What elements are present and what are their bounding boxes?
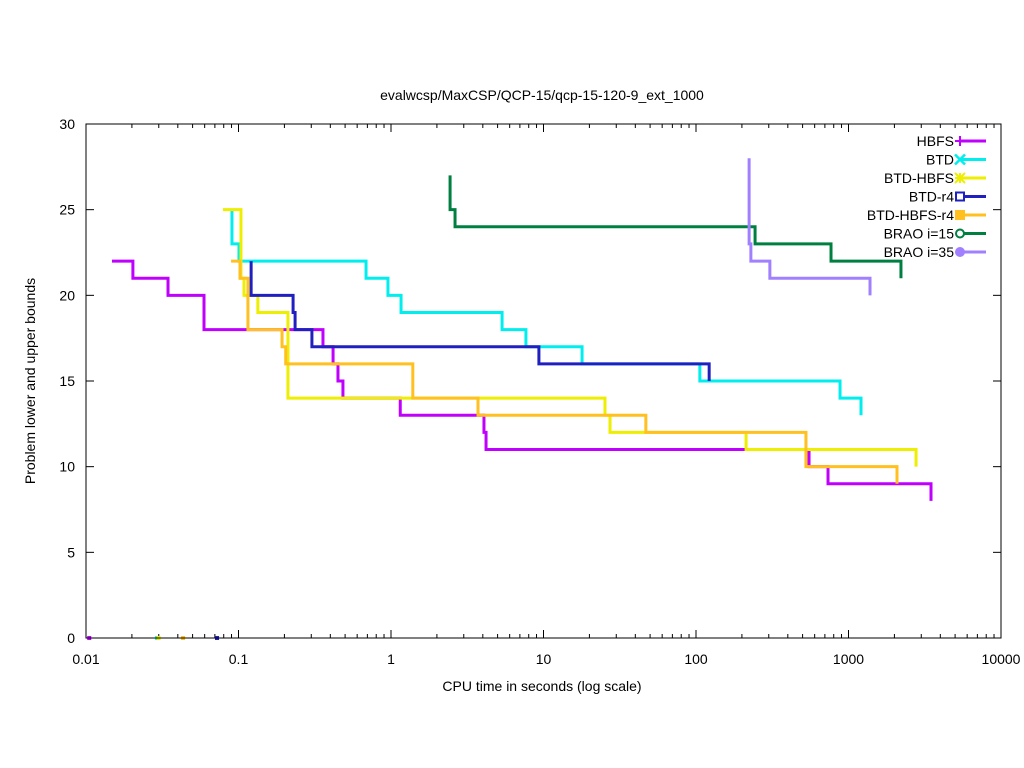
y-tick-label: 5 [67, 544, 75, 560]
x-tick-label: 0.01 [72, 651, 99, 667]
legend-label-btd-r4: BTD-r4 [909, 189, 954, 205]
legend-marker-cross-icon [954, 153, 966, 166]
series-group [87, 158, 933, 640]
y-tick-label: 30 [59, 116, 75, 132]
legend-marker-filled-square-icon [955, 210, 965, 220]
legend: HBFS BTD BTD-HBFS BTD-r4 BTD-HBFS-r4 BRAO i=1… [867, 133, 986, 260]
legend-label-brao-i-35: BRAO i=35 [884, 244, 955, 260]
x-tick-label: 1000 [833, 651, 864, 667]
x-tick-label: 0.1 [229, 651, 249, 667]
y-axis-label: Problem lower and upper bounds [22, 278, 38, 484]
plot-frame [85, 123, 1002, 639]
x-tick-label: 10000 [982, 651, 1021, 667]
legend-marker-filled-circle-icon [955, 247, 965, 257]
x-tick-label: 100 [684, 651, 708, 667]
x-tick-label: 1 [387, 651, 395, 667]
series-line-btd-r4 [249, 261, 711, 381]
series-line-brao-i-15 [448, 175, 903, 279]
legend-marker-square-icon [955, 191, 965, 202]
axis-ticks: 0 5 10 15 20 25 30 0.01 0.1 1 10 100 1000 10000 [59, 116, 1020, 667]
x-tick-label: 10 [536, 651, 552, 667]
y-tick-label: 25 [59, 202, 75, 218]
legend-marker-star-icon [954, 172, 966, 184]
y-tick-label: 10 [59, 459, 75, 475]
series-line-btd [230, 209, 863, 416]
legend-label-btd-hbfs: BTD-HBFS [884, 170, 954, 186]
legend-marker-circle-icon [955, 228, 965, 239]
legend-label-btd: BTD [926, 152, 954, 168]
series-line-hbfs [111, 259, 933, 501]
y-tick-label: 15 [59, 373, 75, 389]
legend-label-btd-hbfs-r4: BTD-HBFS-r4 [867, 207, 954, 223]
chart-title: evalwcsp/MaxCSP/QCP-15/qcp-15-120-9_ext_… [380, 87, 704, 103]
y-tick-label: 0 [67, 630, 75, 646]
series-line-brao-i-35 [747, 158, 872, 296]
legend-label-brao-i-15: BRAO i=15 [884, 226, 955, 242]
y-tick-label: 20 [59, 287, 75, 303]
series-line-btd-hbfs-r4 [231, 259, 899, 484]
x-axis-label: CPU time in seconds (log scale) [442, 678, 641, 694]
series-line-btd-hbfs [222, 208, 918, 467]
legend-label-hbfs: HBFS [917, 133, 954, 149]
legend-marker-plus-icon [955, 136, 965, 146]
